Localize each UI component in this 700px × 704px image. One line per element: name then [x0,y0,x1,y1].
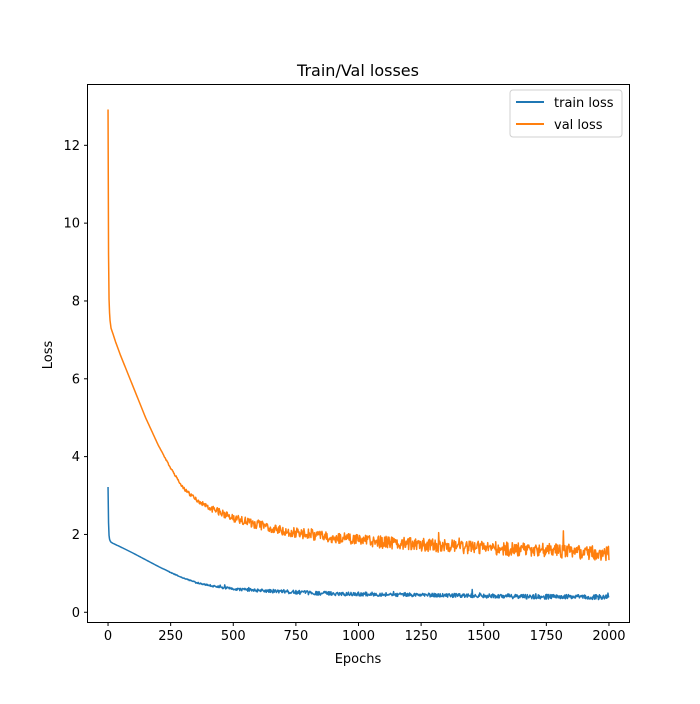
x-tick-label: 500 [221,629,246,644]
y-tick-label: 12 [63,139,80,154]
legend: train loss val loss [509,89,623,138]
y-tick-label: 4 [72,450,80,465]
y-tick-label: 6 [72,372,80,387]
x-tick-label: 1750 [530,629,563,644]
x-tick-label: 1000 [342,629,375,644]
plot-lines [107,109,610,601]
legend-label-val-loss: val loss [554,118,603,133]
y-tick-label: 10 [63,217,80,232]
x-axis-ticks: 0 250 500 750 1000 1250 1500 1750 2000 [104,622,626,644]
y-tick-label: 8 [72,294,80,309]
y-tick-label: 0 [72,606,80,621]
chart-title: Train/Val losses [296,61,419,80]
x-tick-label: 0 [104,629,112,644]
x-axis-label: Epochs [335,652,382,667]
series-line-train-loss [107,486,610,601]
x-tick-label: 1500 [467,629,500,644]
y-axis-label: Loss [41,341,56,370]
x-tick-label: 2000 [592,629,625,644]
series-line-val-loss [107,109,610,562]
x-tick-label: 1250 [405,629,438,644]
legend-label-train-loss: train loss [554,96,614,111]
y-tick-label: 2 [72,528,80,543]
x-tick-label: 750 [283,629,308,644]
x-tick-label: 250 [158,629,183,644]
y-axis-ticks: 0 2 4 6 8 10 12 [63,139,88,621]
